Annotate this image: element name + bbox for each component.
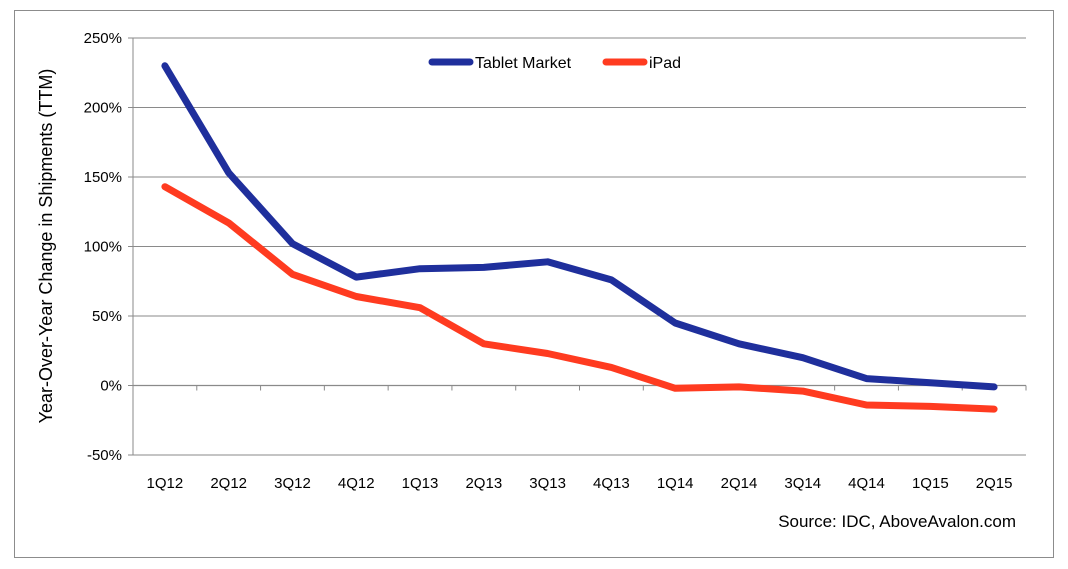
y-tick-label: 50% [92, 308, 122, 325]
x-tick-label: 4Q12 [338, 475, 375, 492]
x-tick-label: 2Q12 [210, 475, 247, 492]
series-line-tablet-market [161, 62, 998, 391]
y-tick-labels: -50% 0% 50% 100% 150% 200% 250% [84, 30, 122, 464]
legend-label: Tablet Market [475, 55, 572, 72]
x-tick-label: 3Q14 [784, 475, 821, 492]
x-tick-label: 1Q14 [657, 475, 694, 492]
x-tick-labels: 1Q12 2Q12 3Q12 4Q12 1Q13 2Q13 3Q13 4Q13 1Q14 2Q14… [147, 475, 1013, 492]
y-tick-label: 250% [84, 30, 122, 47]
y-tick-label: 100% [84, 239, 122, 256]
legend: Tablet Market iPad [428, 55, 681, 72]
y-tick-label: 150% [84, 169, 122, 186]
x-tick-label: 3Q13 [529, 475, 566, 492]
x-tick-label: 3Q12 [274, 475, 311, 492]
y-tick-label: -50% [87, 447, 122, 464]
x-tick-label: 4Q13 [593, 475, 630, 492]
source-note: Source: IDC, AboveAvalon.com [778, 512, 1016, 531]
y-axis-label: Year-Over-Year Change in Shipments (TTM) [36, 69, 56, 424]
x-tick-label: 2Q15 [976, 475, 1013, 492]
x-tick-label: 2Q13 [465, 475, 502, 492]
y-tick-label: 200% [84, 100, 122, 117]
series-lines [161, 62, 998, 413]
grid-lines [133, 37, 1026, 456]
x-tick-label: 1Q12 [147, 475, 184, 492]
x-tick-label: 4Q14 [848, 475, 885, 492]
axes [128, 37, 1027, 456]
x-tick-label: 1Q15 [912, 475, 949, 492]
x-tick-label: 2Q14 [721, 475, 758, 492]
series-line-ipad [161, 183, 998, 413]
y-tick-label: 0% [100, 378, 122, 395]
x-tick-label: 1Q13 [402, 475, 439, 492]
legend-label: iPad [649, 55, 681, 72]
